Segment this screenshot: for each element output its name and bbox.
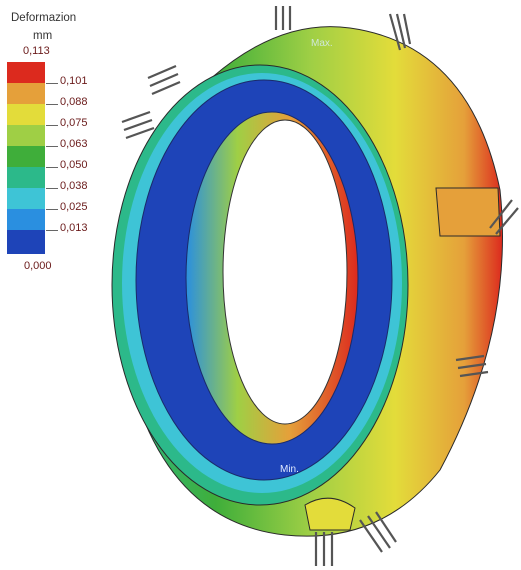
color-legend: Deformazion mm 0,113 0,101 0,088 0,075 0…	[0, 0, 110, 290]
legend-label-6: 0,025	[60, 201, 88, 213]
load-arrow-right-lower	[455, 354, 489, 378]
legend-tick	[46, 125, 58, 126]
legend-tick	[46, 167, 58, 168]
legend-swatch-8	[7, 230, 45, 254]
load-arrow-top	[274, 6, 292, 30]
legend-tick	[46, 188, 58, 189]
legend-tick	[46, 104, 58, 105]
legend-swatch-3	[7, 125, 45, 146]
legend-swatch-1	[7, 83, 45, 104]
legend-swatch-6	[7, 188, 45, 209]
legend-label-1: 0,088	[60, 96, 88, 108]
legend-label-3: 0,063	[60, 138, 88, 150]
ring-hole	[222, 119, 348, 425]
legend-label-2: 0,075	[60, 117, 88, 129]
legend-swatch-0	[7, 62, 45, 83]
legend-swatch-2	[7, 104, 45, 125]
min-deformation-marker: Min.	[280, 464, 299, 475]
legend-color-bar	[7, 62, 45, 254]
legend-label-4: 0,050	[60, 159, 88, 171]
legend-label-7: 0,013	[60, 222, 88, 234]
legend-unit: mm	[33, 30, 53, 42]
load-arrows	[121, 6, 519, 566]
load-arrow-left-upper	[147, 64, 181, 96]
legend-label-5: 0,038	[60, 180, 88, 192]
legend-swatch-5	[7, 167, 45, 188]
legend-min-value: 0,000	[24, 260, 52, 272]
legend-tick	[46, 83, 58, 84]
load-arrow-top-right	[388, 13, 412, 51]
legend-tick	[46, 209, 58, 210]
legend-swatch-4	[7, 146, 45, 167]
load-arrow-right	[489, 199, 519, 235]
load-arrow-bottom-right	[359, 511, 397, 553]
ring-bottom-lug	[304, 497, 356, 531]
legend-tick	[46, 230, 58, 231]
legend-label-0: 0,101	[60, 75, 88, 87]
ring-notch-face	[435, 187, 501, 237]
load-arrow-bottom	[314, 532, 334, 566]
legend-title: Deformazion	[11, 12, 77, 24]
max-deformation-marker: Max.	[311, 38, 333, 49]
legend-swatch-7	[7, 209, 45, 230]
load-arrow-left	[121, 110, 155, 140]
legend-max-value: 0,113	[23, 45, 50, 57]
legend-tick	[46, 146, 58, 147]
